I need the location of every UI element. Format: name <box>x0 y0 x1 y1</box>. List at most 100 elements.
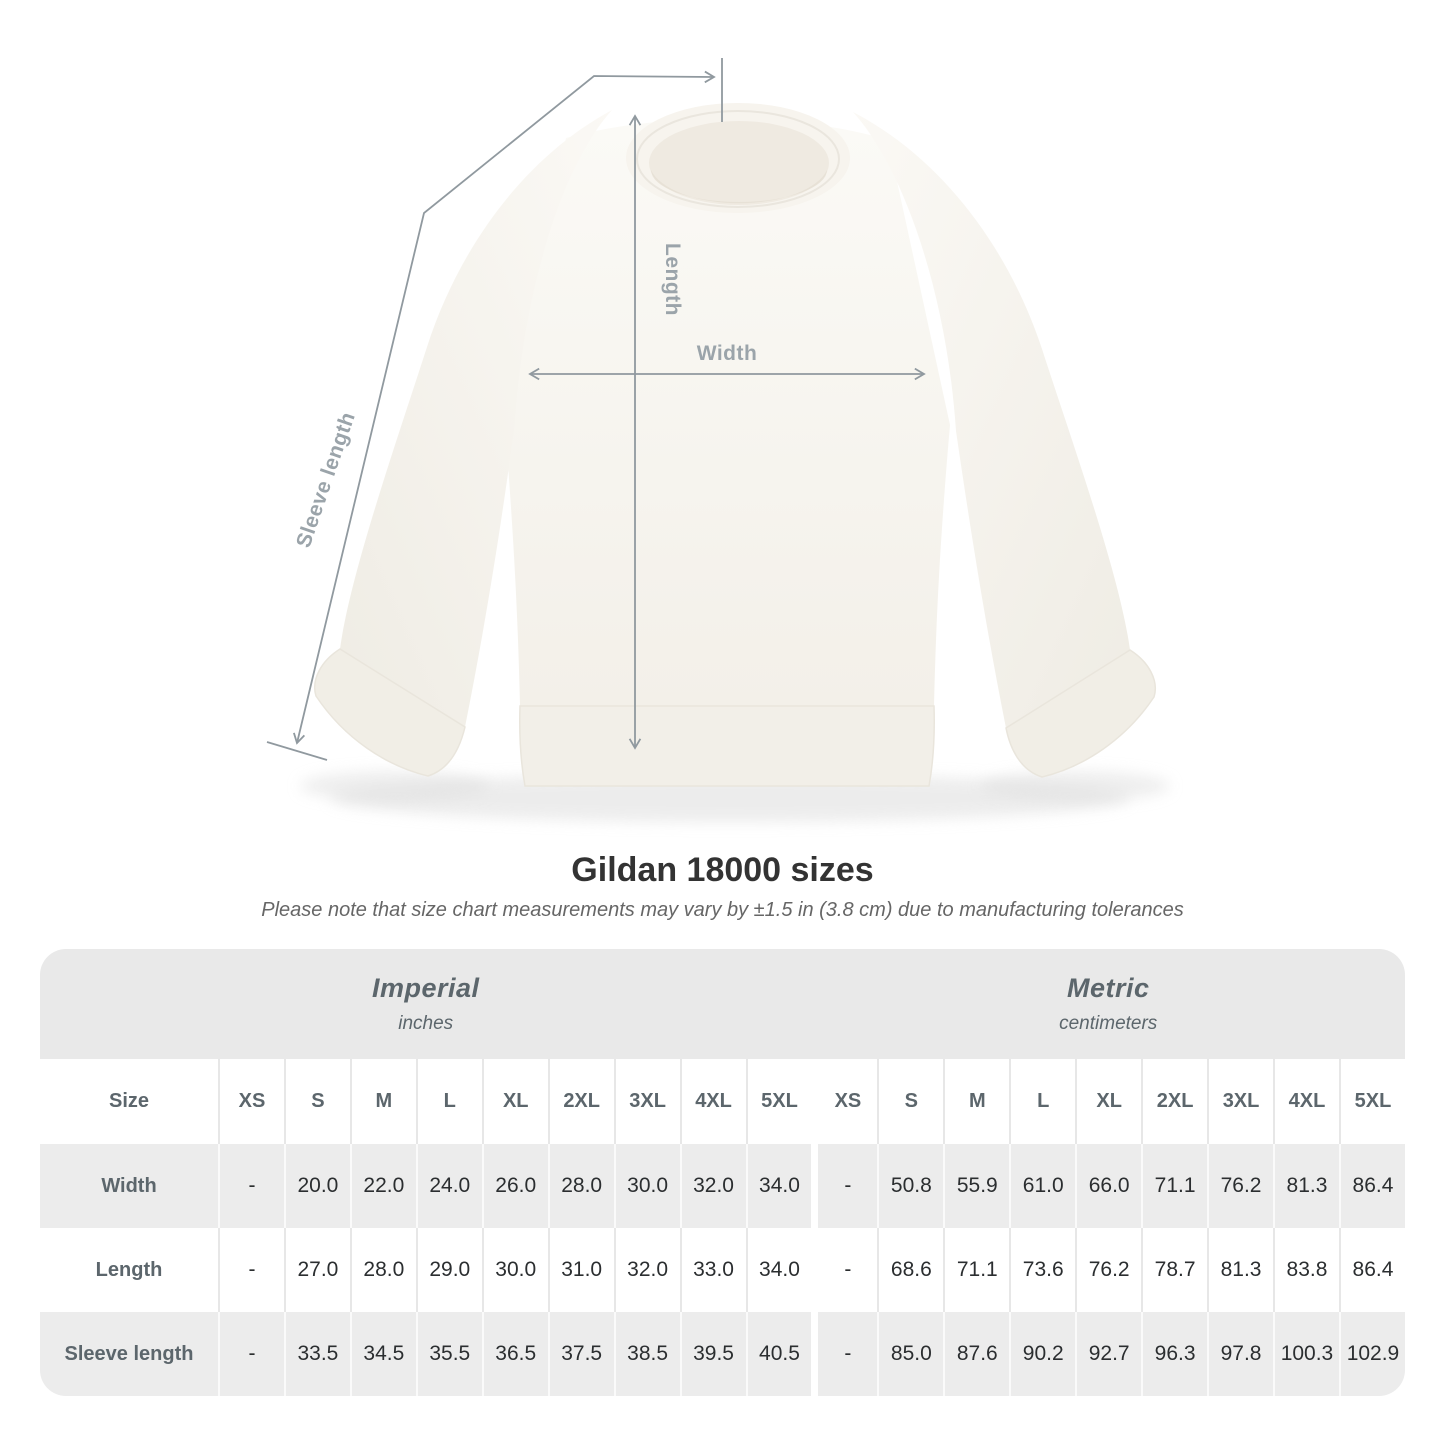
value-width-imperial-xl: 26.0 <box>481 1144 548 1229</box>
unit-group-imperial-name: Imperial <box>371 973 480 1004</box>
size-table: Imperial inches Metric centimeters Size … <box>40 949 1405 1397</box>
value-length-imperial-xs: - <box>218 1228 284 1313</box>
value-length-imperial-5xl: 34.0 <box>745 1228 812 1313</box>
value-width-metric-s: 50.8 <box>877 1144 944 1229</box>
value-width-metric-m: 55.9 <box>943 1144 1010 1229</box>
value-sleeve-length-metric-3xl: 97.8 <box>1207 1312 1273 1397</box>
unit-group-metric-unit: centimeters <box>1059 1013 1158 1035</box>
size-header-label: Size <box>40 1059 218 1145</box>
value-sleeve-length-imperial-s: 33.5 <box>283 1312 350 1397</box>
size-col-metric-3xl: 3XL <box>1207 1059 1273 1145</box>
unit-group-imperial: Imperial inches <box>40 949 812 1060</box>
value-sleeve-length-metric-5xl: 102.9 <box>1338 1312 1405 1397</box>
value-length-metric-xs: - <box>811 1228 878 1313</box>
collar-opening <box>649 121 829 205</box>
size-col-metric-xl: XL <box>1075 1059 1142 1145</box>
value-width-metric-5xl: 86.4 <box>1338 1144 1405 1229</box>
size-col-imperial-2xl: 2XL <box>547 1059 614 1145</box>
value-sleeve-length-metric-4xl: 100.3 <box>1273 1312 1339 1397</box>
value-sleeve-length-imperial-xs: - <box>218 1312 284 1397</box>
value-sleeve-length-imperial-xl: 36.5 <box>481 1312 548 1397</box>
size-table-body: Width -20.0 22.0 24.0 26.0 28.0 30.0 32.0 34.0-5… <box>40 1144 1405 1397</box>
size-col-imperial-m: M <box>349 1059 416 1145</box>
value-sleeve-length-metric-m: 87.6 <box>943 1312 1010 1397</box>
size-col-metric-5xl: 5XL <box>1338 1059 1405 1145</box>
sleeve-length-bottom-cap <box>266 741 328 761</box>
page-title: Gildan 18000 sizes <box>571 851 874 889</box>
size-col-metric-m: M <box>943 1059 1010 1145</box>
value-length-imperial-2xl: 31.0 <box>547 1228 614 1313</box>
measurement-row-sleeve-length: Sleeve length -33.5 34.5 35.5 36.5 37.5 38.5 39… <box>40 1312 1405 1397</box>
value-sleeve-length-imperial-3xl: 38.5 <box>613 1312 680 1397</box>
value-width-imperial-l: 24.0 <box>415 1144 482 1229</box>
value-length-metric-3xl: 81.3 <box>1207 1228 1273 1313</box>
value-length-metric-xl: 76.2 <box>1075 1228 1142 1313</box>
sweatshirt-illustration <box>300 103 1170 822</box>
unit-group-metric: Metric centimeters <box>811 949 1405 1060</box>
value-length-metric-4xl: 83.8 <box>1273 1228 1339 1313</box>
right-cuff-shadow <box>980 771 1170 801</box>
value-sleeve-length-imperial-5xl: 40.5 <box>745 1312 812 1397</box>
value-length-imperial-4xl: 33.0 <box>679 1228 746 1313</box>
value-length-metric-m: 71.1 <box>943 1228 1010 1313</box>
size-col-metric-s: S <box>877 1059 944 1145</box>
size-col-imperial-5xl: 5XL <box>745 1059 812 1145</box>
value-width-metric-2xl: 71.1 <box>1141 1144 1208 1229</box>
value-width-metric-xs: - <box>811 1144 878 1229</box>
size-col-metric-l: L <box>1009 1059 1076 1145</box>
value-width-imperial-5xl: 34.0 <box>745 1144 812 1229</box>
sleeve-length-label: Sleeve length <box>292 409 360 551</box>
row-label-sleeve-length: Sleeve length <box>40 1312 218 1397</box>
size-col-imperial-xl: XL <box>481 1059 548 1145</box>
measurement-row-length: Length -27.0 28.0 29.0 30.0 31.0 32.0 33.0 34.0-… <box>40 1228 1405 1313</box>
value-width-imperial-xs: - <box>218 1144 284 1229</box>
right-sleeve <box>853 112 1130 728</box>
value-length-metric-l: 73.6 <box>1009 1228 1076 1313</box>
size-col-imperial-3xl: 3XL <box>613 1059 680 1145</box>
size-col-imperial-s: S <box>283 1059 350 1145</box>
size-header-row: Size XS S M L XL 2XL 3XL 4XL 5XL XS S M L XL 2XL 3XL 4XL… <box>40 1059 1405 1145</box>
value-width-imperial-s: 20.0 <box>283 1144 350 1229</box>
size-col-metric-2xl: 2XL <box>1141 1059 1208 1145</box>
value-sleeve-length-metric-xs: - <box>811 1312 878 1397</box>
value-width-imperial-3xl: 30.0 <box>613 1144 680 1229</box>
sleeve-length-dimension-line <box>293 70 716 745</box>
tolerance-note: Please note that size chart measurements… <box>261 899 1184 922</box>
value-width-imperial-2xl: 28.0 <box>547 1144 614 1229</box>
value-width-metric-4xl: 81.3 <box>1273 1144 1339 1229</box>
value-sleeve-length-imperial-m: 34.5 <box>349 1312 416 1397</box>
value-length-metric-5xl: 86.4 <box>1338 1228 1405 1313</box>
value-width-metric-3xl: 76.2 <box>1207 1144 1273 1229</box>
value-sleeve-length-imperial-2xl: 37.5 <box>547 1312 614 1397</box>
value-length-metric-2xl: 78.7 <box>1141 1228 1208 1313</box>
row-label-length: Length <box>40 1228 218 1313</box>
measurement-row-width: Width -20.0 22.0 24.0 26.0 28.0 30.0 32.0 34.0-5… <box>40 1144 1405 1229</box>
left-cuff-shadow <box>300 771 490 801</box>
value-length-imperial-xl: 30.0 <box>481 1228 548 1313</box>
value-length-imperial-m: 28.0 <box>349 1228 416 1313</box>
width-label: Width <box>697 342 758 365</box>
value-sleeve-length-imperial-l: 35.5 <box>415 1312 482 1397</box>
size-col-imperial-4xl: 4XL <box>679 1059 746 1145</box>
size-col-metric-4xl: 4XL <box>1273 1059 1339 1145</box>
length-label: Length <box>661 243 684 316</box>
garment-hem-band <box>519 705 935 787</box>
unit-header-row: Imperial inches Metric centimeters <box>40 949 1405 1060</box>
value-width-imperial-m: 22.0 <box>349 1144 416 1229</box>
value-width-metric-l: 61.0 <box>1009 1144 1076 1229</box>
product-measurement-diagram: Length Width Sleeve length <box>266 58 1170 822</box>
value-width-imperial-4xl: 32.0 <box>679 1144 746 1229</box>
row-label-width: Width <box>40 1144 218 1229</box>
value-sleeve-length-metric-2xl: 96.3 <box>1141 1312 1208 1397</box>
value-width-metric-xl: 66.0 <box>1075 1144 1142 1229</box>
value-sleeve-length-metric-l: 90.2 <box>1009 1312 1076 1397</box>
unit-group-metric-name: Metric <box>1066 973 1150 1004</box>
size-col-imperial-l: L <box>415 1059 482 1145</box>
value-sleeve-length-metric-xl: 92.7 <box>1075 1312 1142 1397</box>
value-sleeve-length-imperial-4xl: 39.5 <box>679 1312 746 1397</box>
unit-group-imperial-unit: inches <box>398 1013 454 1035</box>
value-length-imperial-3xl: 32.0 <box>613 1228 680 1313</box>
right-cuff <box>1005 649 1156 778</box>
value-sleeve-length-metric-s: 85.0 <box>877 1312 944 1397</box>
